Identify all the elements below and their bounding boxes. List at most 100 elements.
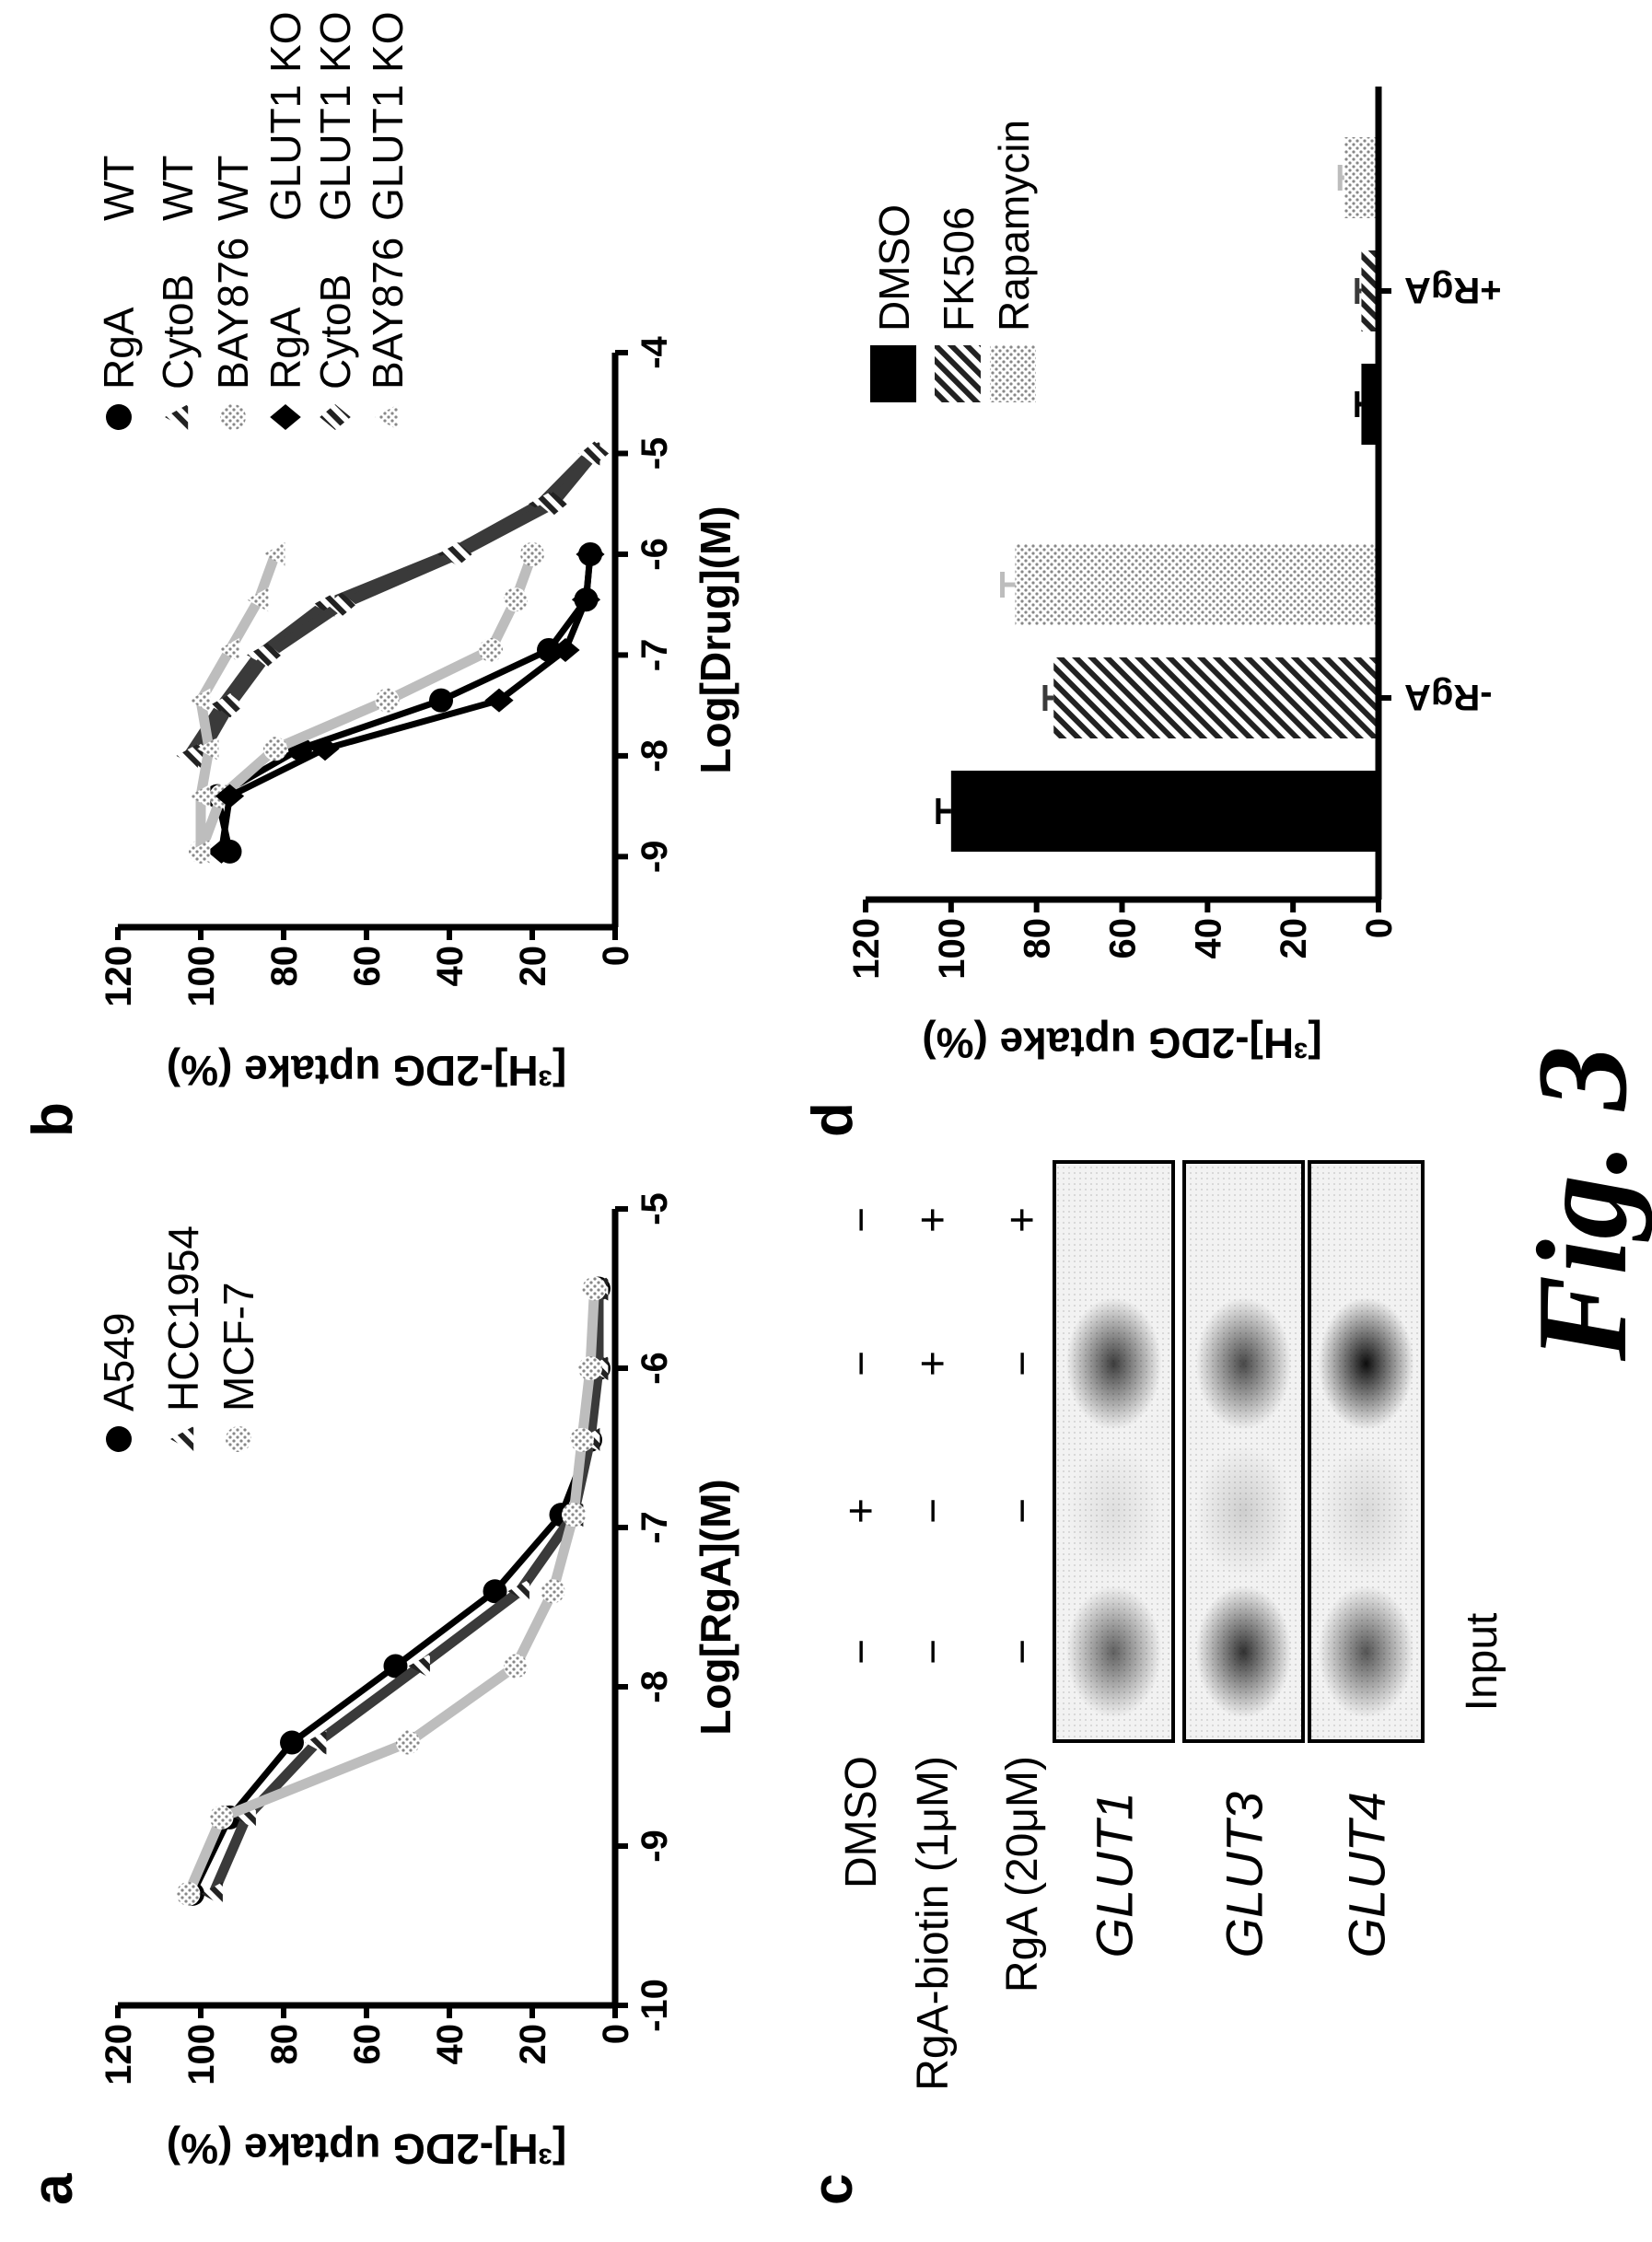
- legend-label-drug: CytoB: [311, 274, 359, 389]
- series-line: [214, 553, 594, 853]
- treatment-sign: −: [837, 1351, 886, 1377]
- x-tick-label: -5: [634, 1192, 675, 1226]
- y-tick-label: 60: [347, 2024, 388, 2065]
- legend-label-cell: WT: [154, 155, 202, 221]
- data-point: [579, 441, 610, 466]
- data-point: [396, 1730, 420, 1755]
- chart-a-dose-response: 0 20 40 60 80 100 120 -10 -9 -8 -7 -6 -5 Log[RgA](M) […: [95, 1192, 739, 2173]
- data-point: [484, 688, 514, 713]
- data-point: [576, 541, 605, 566]
- data-point: [206, 839, 237, 864]
- blot-band: [1195, 1586, 1292, 1718]
- treatment-sign: −: [998, 1498, 1047, 1524]
- legend-label-drug: BAY876: [364, 238, 412, 389]
- data-point: [504, 587, 528, 612]
- blot-band: [1318, 1586, 1414, 1718]
- data-point: [280, 1730, 304, 1755]
- bar: [1361, 364, 1379, 445]
- x-tick-label: -7: [634, 1511, 675, 1544]
- blot-band: [1195, 1445, 1292, 1577]
- data-point: [375, 404, 399, 430]
- x-tick-label: -5: [634, 437, 675, 470]
- data-point: [209, 1805, 234, 1830]
- panel-label-c: c: [801, 2174, 865, 2205]
- x-tick-label: -9: [634, 1830, 675, 1863]
- x-tick-label: -6: [634, 1352, 675, 1385]
- category-label: -RgA: [1404, 677, 1493, 717]
- data-point: [375, 688, 400, 713]
- data-point: [215, 784, 245, 808]
- blot-band: [1318, 1445, 1414, 1577]
- panel-label-d: d: [801, 1102, 865, 1137]
- data-point: [327, 592, 356, 617]
- bar: [1344, 137, 1379, 218]
- x-axis-label: Log[RgA](M): [692, 1479, 739, 1735]
- treatment-sign: +: [909, 1351, 958, 1377]
- data-point: [479, 637, 503, 662]
- data-point: [220, 404, 246, 430]
- data-point: [165, 404, 189, 430]
- y-tick-label: 100: [932, 918, 972, 980]
- data-point: [551, 637, 580, 662]
- x-tick-label: -8: [634, 1670, 675, 1703]
- treatment-sign: −: [909, 1498, 958, 1524]
- y-axis-label: [³H]-2DG uptake (%): [167, 1047, 566, 1095]
- y-tick-label: 120: [99, 946, 139, 1007]
- y-tick-label: 20: [513, 2024, 553, 2065]
- treatment-label: DMSO: [837, 1756, 886, 1888]
- data-point: [310, 737, 340, 761]
- blot-band: [1065, 1586, 1162, 1718]
- data-point: [320, 404, 351, 430]
- x-tick-label: -10: [634, 1979, 675, 2032]
- y-tick-label: 20: [513, 946, 553, 987]
- data-point: [541, 1579, 565, 1604]
- data-point: [189, 839, 211, 864]
- legend-swatch: [990, 345, 1036, 402]
- treatment-sign: −: [909, 1639, 958, 1665]
- y-tick-label: 0: [596, 2024, 636, 2044]
- legend-label: FK506: [935, 206, 983, 331]
- y-tick-label: 80: [264, 946, 305, 987]
- y-tick-label: 40: [430, 2024, 471, 2065]
- data-point: [383, 1654, 408, 1679]
- treatment-label: RgA-biotin (1μM): [909, 1756, 958, 2091]
- x-tick-label: -9: [634, 841, 675, 874]
- data-point: [305, 1730, 327, 1755]
- protein-label: GLUT4: [1338, 1792, 1396, 1958]
- data-point: [270, 404, 301, 430]
- category-label: +RgA: [1404, 270, 1502, 310]
- y-tick-label: 100: [181, 2024, 222, 2085]
- x-tick-label: -4: [634, 335, 675, 368]
- data-point: [252, 643, 282, 668]
- treatment-sign: −: [998, 1639, 1047, 1665]
- data-point: [170, 1426, 194, 1452]
- data-point: [189, 784, 211, 808]
- data-point: [201, 1881, 223, 1906]
- data-point: [263, 737, 287, 761]
- protein-label: GLUT3: [1216, 1792, 1274, 1958]
- data-point: [562, 1503, 586, 1528]
- treatment-sign: −: [998, 1351, 1047, 1377]
- x-tick-label: -6: [634, 538, 675, 571]
- data-point: [247, 587, 269, 612]
- data-point: [443, 541, 472, 566]
- input-lane-label: Input: [1458, 1613, 1507, 1712]
- data-point: [106, 1426, 132, 1452]
- data-point: [483, 1579, 507, 1604]
- data-point: [189, 688, 211, 713]
- x-tick-label: -8: [634, 739, 675, 773]
- data-point: [106, 404, 132, 430]
- y-tick-label: 100: [181, 946, 222, 1007]
- blot-band: [1195, 1297, 1292, 1430]
- data-point: [197, 737, 219, 761]
- data-point: [215, 693, 245, 718]
- bar: [1015, 544, 1379, 625]
- y-tick-label: 60: [347, 946, 388, 987]
- treatment-sign: +: [909, 1207, 958, 1233]
- legend-label-cell: GLUT1 KO: [262, 11, 309, 221]
- data-point: [226, 1426, 251, 1452]
- data-point: [176, 1881, 201, 1906]
- bar: [1361, 250, 1379, 331]
- western-blot-panel-c: DMSO−+−−RgA-biotin (1μM)−−++RgA (20μM)−−…: [837, 1160, 1507, 2091]
